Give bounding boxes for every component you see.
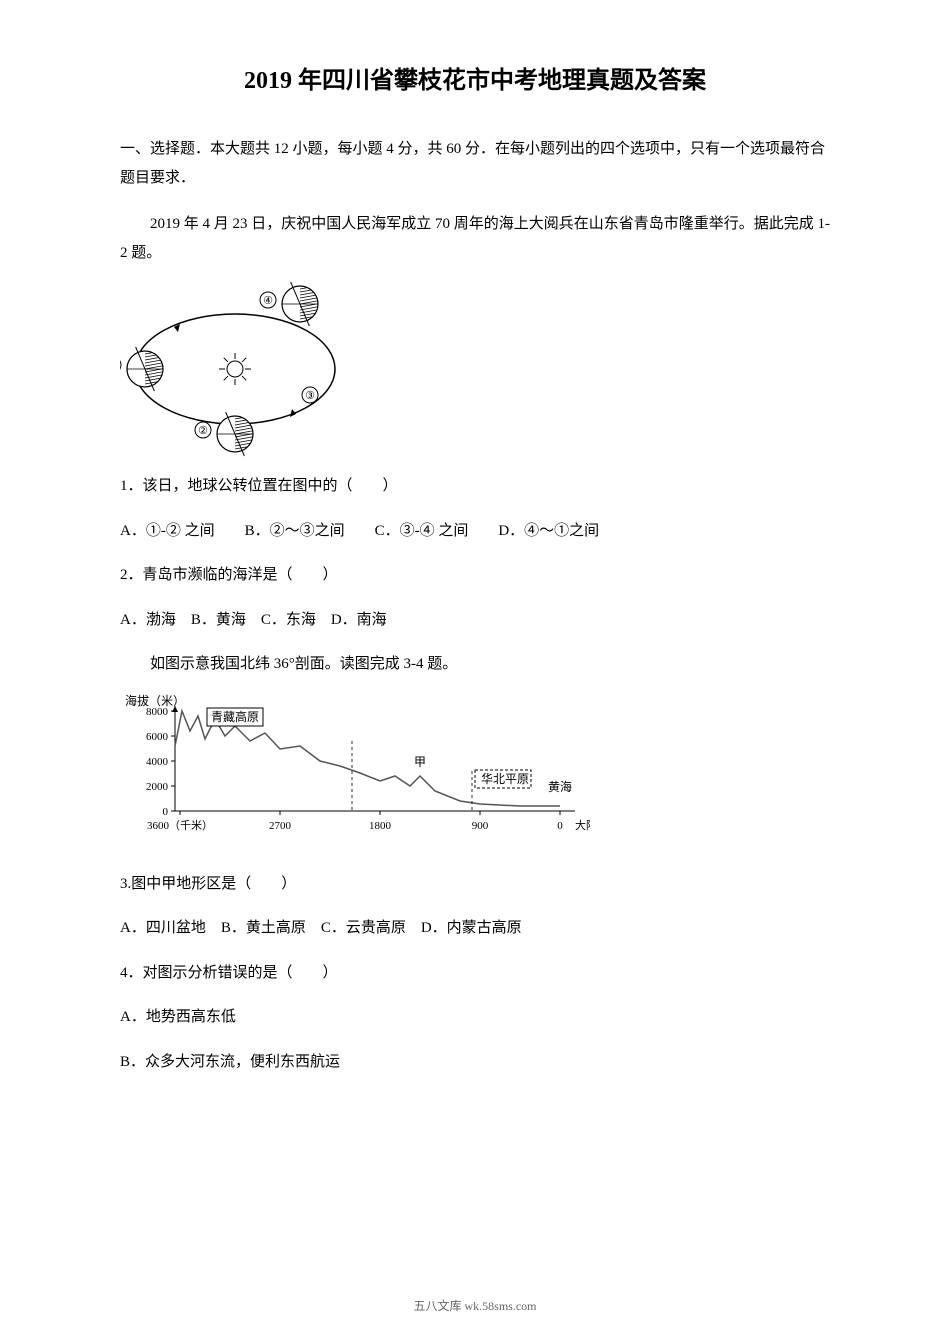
svg-text:甲: 甲 [414,755,426,769]
page-title: 2019 年四川省攀枝花市中考地理真题及答案 [120,60,830,95]
svg-text:900: 900 [472,820,489,832]
figure-orbit: ①②③④ [120,279,830,464]
q4-optA: A．地势西高东低 [120,1003,830,1032]
svg-text:②: ② [198,425,208,437]
svg-text:1800: 1800 [369,820,392,832]
profile-svg: 海拔（米）020004000600080003600（千米）2700180090… [120,691,590,861]
q3-stem: 3.图中甲地形区是（ ） [120,870,830,899]
svg-text:8000: 8000 [146,706,169,718]
svg-text:3600（千米）: 3600（千米） [147,819,213,832]
context-2: 如图示意我国北纬 36°剖面。读图完成 3-4 题。 [120,650,830,679]
svg-text:大陆架: 大陆架 [575,818,590,832]
svg-text:0: 0 [557,820,563,832]
footer: 五八文库 wk.58sms.com [0,1297,950,1314]
svg-text:③: ③ [305,390,315,402]
q1-stem: 1．该日，地球公转位置在图中的（ ） [120,472,830,501]
svg-text:青藏高原: 青藏高原 [211,709,259,724]
q2-options: A．渤海 B．黄海 C．东海 D．南海 [120,606,830,635]
figure-profile: 海拔（米）020004000600080003600（千米）2700180090… [120,691,830,866]
q1-options: A．①-② 之间 B．②～③之间 C．③-④ 之间 D．④～①之间 [120,517,830,546]
q2-stem: 2．青岛市濒临的海洋是（ ） [120,561,830,590]
svg-text:4000: 4000 [146,756,169,768]
svg-text:2000: 2000 [146,781,169,793]
context-1: 2019 年 4 月 23 日，庆祝中国人民海军成立 70 周年的海上大阅兵在山… [120,210,830,267]
q4-optB: B．众多大河东流，便利东西航运 [120,1048,830,1077]
svg-text:2700: 2700 [269,820,292,832]
svg-text:6000: 6000 [146,731,169,743]
orbit-svg: ①②③④ [120,279,350,459]
svg-text:0: 0 [163,806,169,818]
q3-options: A．四川盆地 B．黄土高原 C．云贵高原 D．内蒙古高原 [120,914,830,943]
q4-stem: 4．对图示分析错误的是（ ） [120,959,830,988]
svg-text:④: ④ [263,295,273,307]
svg-text:华北平原: 华北平原 [481,772,529,786]
section-intro: 一、选择题．本大题共 12 小题，每小题 4 分，共 60 分．在每小题列出的四… [120,135,830,192]
svg-text:黄海: 黄海 [548,779,572,794]
